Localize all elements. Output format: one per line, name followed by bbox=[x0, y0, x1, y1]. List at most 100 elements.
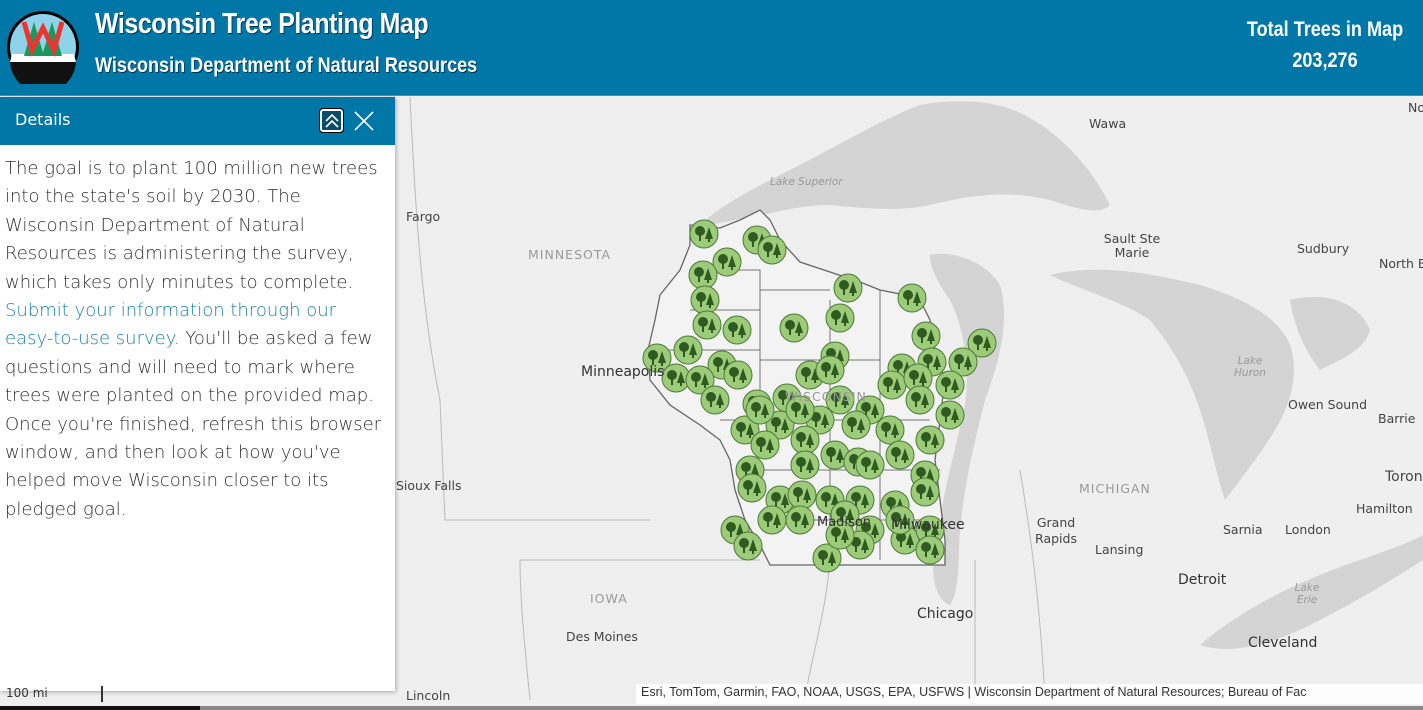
total-trees-label: Total Trees in Map bbox=[1246, 18, 1404, 41]
tree-marker[interactable] bbox=[935, 370, 965, 400]
tree-icon bbox=[921, 542, 939, 558]
tree-marker[interactable] bbox=[765, 410, 795, 440]
tree-marker[interactable] bbox=[688, 260, 718, 290]
label-cleveland: Cleveland bbox=[1248, 635, 1318, 651]
state-borders bbox=[409, 97, 1046, 701]
label-wawa: Wawa bbox=[1089, 116, 1127, 131]
tree-marker[interactable] bbox=[825, 303, 855, 333]
tree-marker[interactable] bbox=[897, 283, 927, 313]
tree-marker[interactable] bbox=[948, 347, 978, 377]
total-trees-value: 203,276 bbox=[1292, 49, 1358, 72]
tree-icon bbox=[648, 350, 666, 366]
label-northbay: North B bbox=[1379, 256, 1423, 271]
tree-marker[interactable] bbox=[750, 430, 780, 460]
tree-marker[interactable] bbox=[915, 425, 945, 455]
tree-icon bbox=[973, 335, 991, 351]
label-sarnia: Sarnia bbox=[1223, 522, 1263, 537]
tree-icon bbox=[903, 290, 921, 306]
details-text-1: The goal is to plant 100 million new tre… bbox=[5, 158, 378, 293]
details-panel: Details The goal is to plant 100 million… bbox=[0, 97, 395, 691]
tree-icon bbox=[921, 522, 939, 538]
tree-icon bbox=[891, 512, 909, 528]
tree-marker[interactable] bbox=[790, 450, 820, 480]
label-lake-superior: Lake Superior bbox=[770, 176, 843, 188]
tree-icon bbox=[706, 392, 724, 408]
tree-icon bbox=[891, 447, 909, 463]
tree-marker[interactable] bbox=[730, 415, 760, 445]
tree-marker[interactable] bbox=[825, 385, 855, 415]
tree-marker[interactable] bbox=[673, 335, 703, 365]
tree-marker[interactable] bbox=[815, 355, 845, 385]
tree-icon bbox=[921, 432, 939, 448]
tree-marker[interactable] bbox=[967, 328, 997, 358]
tree-marker[interactable] bbox=[692, 310, 722, 340]
tree-icon bbox=[751, 402, 769, 418]
tree-marker[interactable] bbox=[712, 247, 742, 277]
tree-icon bbox=[728, 322, 746, 338]
label-lincoln: Lincoln bbox=[406, 688, 451, 703]
collapse-button[interactable] bbox=[319, 108, 344, 133]
tree-icon bbox=[796, 457, 814, 473]
label-milwaukee: Milwaukee bbox=[891, 517, 965, 533]
bottom-bar-segment bbox=[0, 706, 200, 710]
tree-marker[interactable] bbox=[785, 395, 815, 425]
tree-icon bbox=[831, 392, 849, 408]
label-michigan: MICHIGAN bbox=[1079, 481, 1151, 496]
tree-marker[interactable] bbox=[875, 415, 905, 445]
tree-marker[interactable] bbox=[790, 425, 820, 455]
tree-icon bbox=[791, 402, 809, 418]
tree-marker[interactable] bbox=[685, 365, 715, 395]
label-grand-rapids: Grand Rapids bbox=[1035, 515, 1077, 546]
tree-icon bbox=[696, 292, 714, 308]
tree-marker[interactable] bbox=[690, 285, 720, 315]
tree-marker[interactable] bbox=[757, 235, 787, 265]
tree-marker[interactable] bbox=[915, 535, 945, 565]
tree-marker[interactable] bbox=[935, 400, 965, 430]
tree-icon bbox=[718, 254, 736, 270]
tree-marker[interactable] bbox=[722, 315, 752, 345]
tree-marker[interactable] bbox=[877, 370, 907, 400]
tree-marker[interactable] bbox=[642, 343, 672, 373]
tree-marker[interactable] bbox=[885, 505, 915, 535]
label-sault: Sault Ste Marie bbox=[1103, 231, 1161, 260]
tree-marker[interactable] bbox=[915, 515, 945, 545]
tree-icon bbox=[796, 432, 814, 448]
label-wisconsin: WISCONSIN bbox=[785, 389, 867, 404]
tree-marker[interactable] bbox=[757, 505, 787, 535]
tree-marker[interactable] bbox=[885, 440, 915, 470]
tree-marker[interactable] bbox=[785, 505, 815, 535]
map-view[interactable] bbox=[0, 97, 1423, 710]
tree-marker[interactable] bbox=[911, 321, 941, 351]
label-minneapolis: Minneapolis bbox=[581, 364, 665, 380]
tree-marker[interactable] bbox=[820, 440, 850, 470]
tree-marker[interactable] bbox=[905, 385, 935, 415]
tree-marker[interactable] bbox=[779, 313, 809, 343]
tree-marker[interactable] bbox=[737, 473, 767, 503]
tree-marker[interactable] bbox=[745, 395, 775, 425]
tree-marker[interactable] bbox=[910, 477, 940, 507]
tree-marker[interactable] bbox=[733, 531, 763, 561]
tree-icon bbox=[691, 372, 709, 388]
tree-icon bbox=[763, 512, 781, 528]
tree-icon bbox=[739, 538, 757, 554]
label-lake-erie: Lake Erie bbox=[1294, 582, 1320, 606]
tree-marker[interactable] bbox=[812, 543, 842, 573]
tree-marker[interactable] bbox=[825, 520, 855, 550]
tree-marker[interactable] bbox=[787, 480, 817, 510]
tree-marker[interactable] bbox=[723, 360, 753, 390]
bottom-bar bbox=[0, 706, 1423, 710]
close-icon[interactable] bbox=[352, 109, 376, 133]
scale-bar-label: 100 mi bbox=[6, 686, 48, 700]
scale-bar bbox=[101, 686, 103, 702]
tree-marker[interactable] bbox=[903, 363, 933, 393]
tree-marker[interactable] bbox=[689, 219, 719, 249]
survey-link[interactable]: Submit your information through our easy… bbox=[5, 300, 337, 350]
tree-marker[interactable] bbox=[841, 410, 871, 440]
tree-icon bbox=[679, 342, 697, 358]
tree-marker[interactable] bbox=[855, 450, 885, 480]
tree-marker[interactable] bbox=[833, 273, 863, 303]
tree-icon bbox=[793, 487, 811, 503]
details-text-2: You'll be asked a few questions and will… bbox=[5, 328, 382, 520]
tree-marker[interactable] bbox=[700, 385, 730, 415]
tree-icon bbox=[791, 512, 809, 528]
